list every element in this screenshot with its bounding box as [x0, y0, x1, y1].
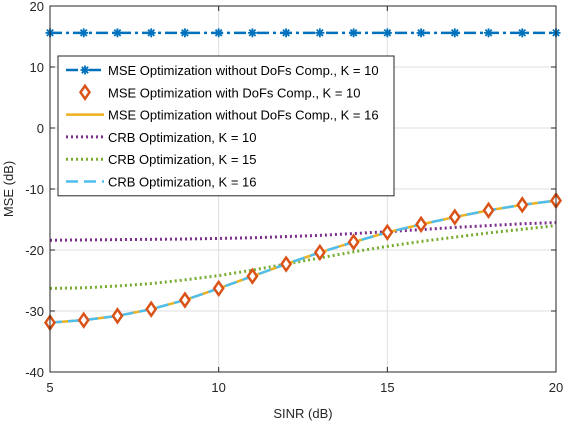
series-1 — [45, 28, 561, 38]
y-axis-label: MSE (dB) — [1, 161, 16, 217]
data-point-asterisk — [517, 28, 527, 38]
data-point-asterisk — [214, 28, 224, 38]
x-tick-label: 20 — [549, 380, 563, 395]
series-5 — [49, 224, 557, 290]
legend-entry: CRB Optimization, K = 15 — [66, 152, 256, 167]
legend-label: MSE Optimization without DoFs Comp., K =… — [108, 63, 379, 78]
series-6 — [49, 199, 557, 324]
y-tick-label: 10 — [30, 60, 44, 75]
y-tick-label: -20 — [25, 243, 44, 258]
data-point-diamond — [482, 201, 495, 220]
data-point-asterisk — [315, 28, 325, 38]
y-tick-label: -10 — [25, 182, 44, 197]
legend-label: CRB Optimization, K = 16 — [108, 175, 256, 190]
series-line — [49, 221, 557, 242]
series-line — [49, 199, 557, 324]
asterisk-stroke — [79, 29, 88, 37]
asterisk-stroke — [181, 29, 189, 37]
x-tick-label: 10 — [211, 380, 225, 395]
data-point-diamond — [381, 223, 394, 242]
asterisk-stroke — [450, 29, 459, 37]
data-point-diamond — [313, 243, 326, 262]
data-point-asterisk — [416, 28, 426, 38]
y-tick-label: 0 — [37, 121, 44, 136]
legend-entry: CRB Optimization, K = 10 — [66, 130, 256, 145]
data-point-asterisk — [146, 28, 156, 38]
legend-entry: MSE Optimization without DoFs Comp., K =… — [66, 63, 379, 78]
asterisk-stroke — [113, 29, 122, 37]
series-2 — [43, 191, 563, 332]
asterisk-stroke — [282, 29, 290, 37]
asterisk-stroke — [316, 29, 324, 37]
data-point-diamond — [78, 83, 92, 101]
data-point-diamond — [448, 208, 461, 226]
data-point-asterisk — [180, 28, 190, 38]
data-point-asterisk — [247, 28, 257, 38]
data-point-diamond — [516, 196, 529, 214]
data-point-asterisk — [484, 28, 494, 38]
x-tick-label: 5 — [46, 380, 53, 395]
asterisk-stroke — [248, 29, 257, 37]
series-4 — [49, 221, 557, 242]
data-point-asterisk — [80, 65, 90, 75]
data-point-diamond — [77, 311, 90, 329]
series-line — [49, 224, 557, 290]
x-tick-label: 15 — [380, 380, 394, 395]
data-point-diamond — [347, 233, 360, 251]
asterisk-stroke — [147, 29, 156, 37]
data-point-asterisk — [112, 28, 122, 38]
data-point-asterisk — [450, 28, 460, 38]
x-axis-label: SINR (dB) — [273, 406, 332, 421]
legend-entry: MSE Optimization with DoFs Comp., K = 10 — [78, 83, 361, 101]
asterisk-stroke — [484, 29, 493, 37]
data-point-diamond — [178, 291, 191, 309]
y-tick-label: 20 — [30, 0, 44, 14]
legend-entry: CRB Optimization, K = 16 — [66, 175, 256, 190]
asterisk-stroke — [349, 29, 358, 37]
data-point-diamond — [111, 307, 124, 325]
asterisk-stroke — [214, 29, 223, 37]
data-point-asterisk — [349, 28, 359, 38]
legend-label: MSE Optimization without DoFs Comp., K =… — [108, 108, 379, 123]
y-tick-label: -40 — [25, 365, 44, 380]
asterisk-stroke — [518, 29, 527, 37]
legend-entry: MSE Optimization without DoFs Comp., K =… — [66, 108, 379, 123]
asterisk-stroke — [383, 29, 392, 37]
data-point-diamond — [145, 300, 158, 318]
asterisk-stroke — [81, 66, 89, 74]
legend-label: MSE Optimization with DoFs Comp., K = 10 — [108, 85, 361, 100]
series-layer — [43, 28, 563, 332]
data-point-asterisk — [382, 28, 392, 38]
asterisk-stroke — [417, 29, 425, 37]
legend: MSE Optimization without DoFs Comp., K =… — [57, 55, 395, 197]
legend-label: CRB Optimization, K = 10 — [108, 130, 256, 145]
legend-label: CRB Optimization, K = 15 — [108, 152, 256, 167]
data-point-diamond — [280, 255, 293, 273]
legend-box — [57, 55, 395, 197]
data-point-diamond — [246, 267, 259, 285]
data-point-asterisk — [281, 28, 291, 38]
data-point-diamond — [415, 215, 428, 234]
data-point-asterisk — [79, 28, 89, 38]
y-tick-label: -30 — [25, 304, 44, 319]
tick-layer: 5 10 15 20 -40 -30 -20 -10 0 10 20 — [25, 0, 563, 395]
data-point-diamond — [212, 279, 225, 298]
